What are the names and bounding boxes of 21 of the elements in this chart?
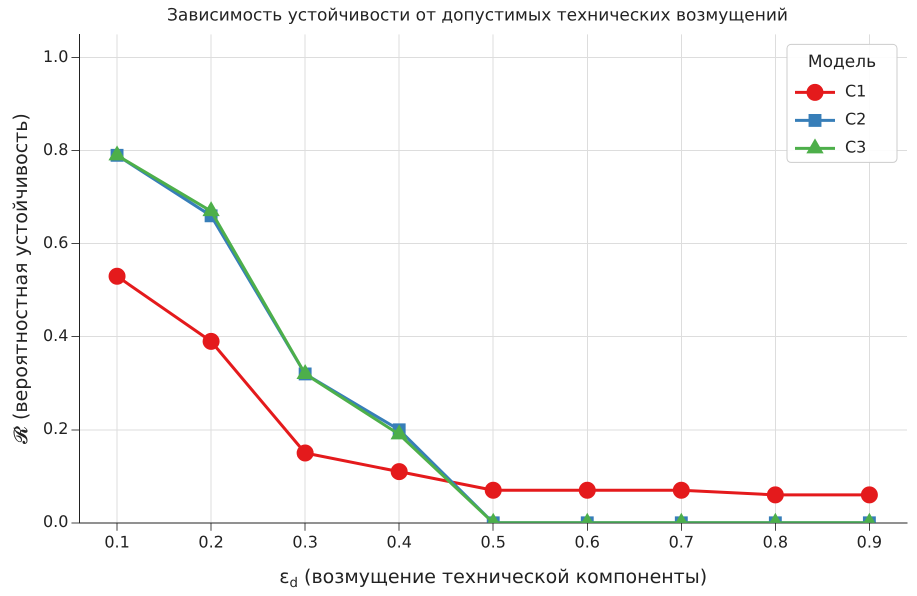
chart-title: Зависимость устойчивости от допустимых технических возмущений bbox=[167, 6, 788, 26]
legend-label: C2 bbox=[845, 110, 866, 129]
x-tick-label: 0.5 bbox=[480, 532, 506, 552]
legend-label: C3 bbox=[845, 138, 866, 157]
y-tick-label: 0.0 bbox=[42, 512, 68, 531]
y-tick-label: 0.8 bbox=[42, 140, 68, 159]
x-tick-label: 0.3 bbox=[292, 532, 318, 552]
x-tick-label: 0.2 bbox=[198, 532, 224, 552]
y-tick-label: 1.0 bbox=[42, 46, 68, 66]
x-tick-label: 0.6 bbox=[574, 532, 600, 552]
x-tick-label: 0.1 bbox=[104, 532, 130, 552]
x-tick-label: 0.9 bbox=[856, 532, 882, 552]
y-tick-label: 0.2 bbox=[42, 418, 68, 438]
y-tick-label: 0.6 bbox=[42, 232, 68, 252]
x-tick-label: 0.4 bbox=[386, 532, 412, 552]
legend-title: Модель bbox=[808, 52, 876, 72]
legend-label: C1 bbox=[845, 82, 866, 101]
y-axis-title: 𝓡 (вероятностная устойчивость) bbox=[10, 113, 32, 444]
x-tick-label: 0.7 bbox=[668, 532, 694, 552]
y-tick-label: 0.4 bbox=[42, 326, 68, 345]
x-tick-label: 0.8 bbox=[762, 532, 788, 552]
